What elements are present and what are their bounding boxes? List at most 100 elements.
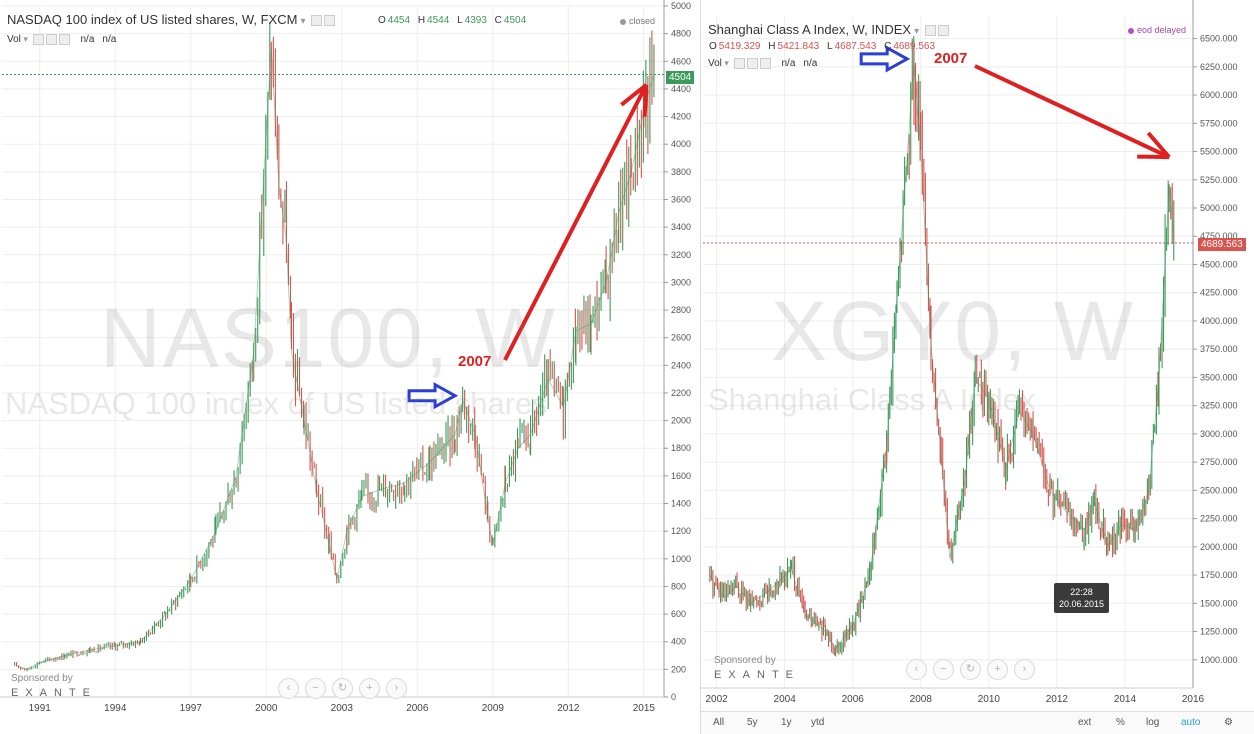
close-value: 4504 bbox=[503, 15, 527, 26]
high-value: 4544 bbox=[427, 15, 450, 26]
x-tick-label: 2004 bbox=[774, 694, 797, 705]
range-all-button[interactable]: All bbox=[713, 717, 725, 728]
gear-icon[interactable]: ⚙ bbox=[1224, 717, 1233, 728]
y-tick-label: 4200 bbox=[671, 112, 691, 122]
x-tick-label: 2006 bbox=[406, 703, 429, 714]
y-tick-label: 2000.000 bbox=[1200, 542, 1238, 552]
settings-icon[interactable] bbox=[311, 15, 323, 27]
y-tick-label: 200 bbox=[671, 664, 686, 674]
ohlc-readout: O 4454 H 4544 L 4393 C 4504 bbox=[378, 15, 527, 26]
x-tick-label: 2000 bbox=[255, 703, 278, 714]
y-tick-label: 5250.000 bbox=[1200, 175, 1238, 185]
series-line bbox=[14, 47, 655, 670]
zoom-in-icon[interactable]: + bbox=[987, 659, 1008, 680]
y-tick-label: 5000 bbox=[671, 1, 691, 11]
chevron-down-icon[interactable]: ▾ bbox=[20, 34, 28, 45]
chart-title[interactable]: Shanghai Class A Index, W, INDEX ▾ bbox=[708, 22, 949, 37]
low-value: 4687.543 bbox=[834, 41, 877, 52]
y-tick-label: 4000 bbox=[671, 139, 691, 149]
y-tick-label: 600 bbox=[671, 609, 686, 619]
chart-title-text: Shanghai Class A Index, W, INDEX bbox=[708, 22, 912, 37]
status-dot-icon bbox=[620, 18, 626, 25]
reset-icon[interactable]: ↻ bbox=[960, 659, 981, 680]
x-tick-label: 2010 bbox=[978, 694, 1001, 705]
crosshair-time-tooltip: 22:28 20.06.2015 bbox=[1054, 583, 1110, 613]
close-icon[interactable] bbox=[58, 34, 70, 45]
zoom-in-icon[interactable]: + bbox=[359, 678, 380, 699]
y-tick-label: 4600 bbox=[671, 56, 691, 66]
chevron-right-icon[interactable]: › bbox=[386, 678, 407, 699]
reset-icon[interactable]: ↻ bbox=[332, 678, 353, 699]
y-tick-label: 4250.000 bbox=[1200, 288, 1238, 298]
timeframe-toolbar: All 5y 1y ytd ext % log auto ⚙ bbox=[701, 711, 1254, 734]
y-tick-label: 3200 bbox=[671, 250, 691, 260]
log-scale-toggle[interactable]: log bbox=[1146, 717, 1160, 728]
settings-icon[interactable] bbox=[746, 58, 758, 69]
x-tick-label: 1997 bbox=[180, 703, 203, 714]
y-tick-label: 3800 bbox=[671, 167, 691, 177]
remove-icon[interactable] bbox=[324, 15, 336, 27]
y-tick-label: 4500.000 bbox=[1200, 259, 1238, 269]
volume-indicator[interactable]: Vol ▾ n/a n/a bbox=[7, 34, 117, 46]
range-5y-button[interactable]: 5y bbox=[747, 717, 758, 728]
range-1y-button[interactable]: 1y bbox=[781, 717, 792, 728]
eye-icon[interactable] bbox=[32, 34, 44, 45]
market-status: eod delayed bbox=[1128, 25, 1186, 35]
zoom-out-icon[interactable]: − bbox=[305, 678, 326, 699]
chart-title[interactable]: NASDAQ 100 index of US listed shares, W,… bbox=[7, 12, 336, 27]
extended-hours-toggle[interactable]: ext bbox=[1078, 717, 1092, 728]
range-ytd-button[interactable]: ytd bbox=[811, 717, 825, 728]
volume-indicator[interactable]: Vol ▾ n/a n/a bbox=[708, 58, 818, 70]
last-price-tag: 4504 bbox=[666, 71, 695, 84]
y-tick-label: 6500.000 bbox=[1200, 34, 1238, 44]
sponsor-block[interactable]: Sponsored by EXANTE bbox=[714, 655, 801, 681]
y-tick-label: 5000.000 bbox=[1200, 203, 1238, 213]
status-dot-icon bbox=[1128, 27, 1134, 34]
arrow-shaft bbox=[974, 64, 1171, 159]
y-tick-label: 1400 bbox=[671, 499, 691, 509]
chevron-left-icon[interactable]: ‹ bbox=[906, 659, 927, 680]
y-tick-label: 4750.000 bbox=[1200, 231, 1238, 241]
y-tick-label: 1600 bbox=[671, 471, 691, 481]
zoom-out-icon[interactable]: − bbox=[933, 659, 954, 680]
y-tick-label: 5750.000 bbox=[1200, 118, 1238, 128]
chevron-down-icon[interactable]: ▾ bbox=[300, 16, 306, 27]
x-tick-label: 2012 bbox=[557, 703, 580, 714]
settings-icon[interactable] bbox=[924, 25, 936, 37]
y-tick-label: 3400 bbox=[671, 222, 691, 232]
last-price-tag: 4689.563 bbox=[1198, 238, 1246, 251]
y-tick-label: 2750.000 bbox=[1200, 457, 1238, 467]
chevron-left-icon[interactable]: ‹ bbox=[278, 678, 299, 699]
nasdaq-chart-canvas[interactable]: 0 200 400 600 800 1000 1200 1400 1600 1800 2000 220… bbox=[0, 0, 700, 734]
chevron-right-icon[interactable]: › bbox=[1014, 659, 1035, 680]
red-trend-arrow bbox=[974, 64, 1171, 160]
nasdaq-chart-panel: 0 200 400 600 800 1000 1200 1400 1600 1800 2000 220… bbox=[0, 0, 700, 734]
y-tick-label: 4800 bbox=[671, 29, 691, 39]
percent-scale-toggle[interactable]: % bbox=[1116, 717, 1125, 728]
chevron-down-icon[interactable]: ▾ bbox=[721, 58, 729, 69]
remove-icon[interactable] bbox=[937, 25, 949, 37]
y-tick-label: 1500.000 bbox=[1200, 598, 1238, 608]
close-icon[interactable] bbox=[759, 58, 771, 69]
auto-scale-toggle[interactable]: auto bbox=[1181, 717, 1201, 728]
eye-icon[interactable] bbox=[733, 58, 745, 69]
x-tick-label: 2016 bbox=[1182, 694, 1205, 705]
x-tick-label: 2003 bbox=[331, 703, 354, 714]
chevron-down-icon[interactable]: ▾ bbox=[914, 26, 920, 37]
y-tick-label: 3250.000 bbox=[1200, 401, 1238, 411]
x-tick-label: 2008 bbox=[910, 694, 933, 705]
y-tick-label: 3750.000 bbox=[1200, 344, 1238, 354]
y-tick-label: 1000 bbox=[671, 554, 691, 564]
settings-icon[interactable] bbox=[45, 34, 57, 45]
arrow-head bbox=[642, 84, 649, 117]
y-tick-label: 3000 bbox=[671, 277, 691, 287]
y-tick-label: 1200 bbox=[671, 526, 691, 536]
y-tick-label: 2000 bbox=[671, 416, 691, 426]
annotation-year-label: 2007 bbox=[934, 50, 968, 67]
x-tick-label: 2015 bbox=[633, 703, 656, 714]
annotation-year-label: 2007 bbox=[458, 353, 492, 370]
sponsor-block[interactable]: Sponsored by EXANTE bbox=[11, 673, 98, 699]
shanghai-chart-canvas[interactable]: 1000.000 1250.000 1500.000 1750.000 2000.000… bbox=[701, 0, 1254, 734]
y-tick-label: 1750.000 bbox=[1200, 570, 1238, 580]
x-tick-label: 2006 bbox=[842, 694, 865, 705]
